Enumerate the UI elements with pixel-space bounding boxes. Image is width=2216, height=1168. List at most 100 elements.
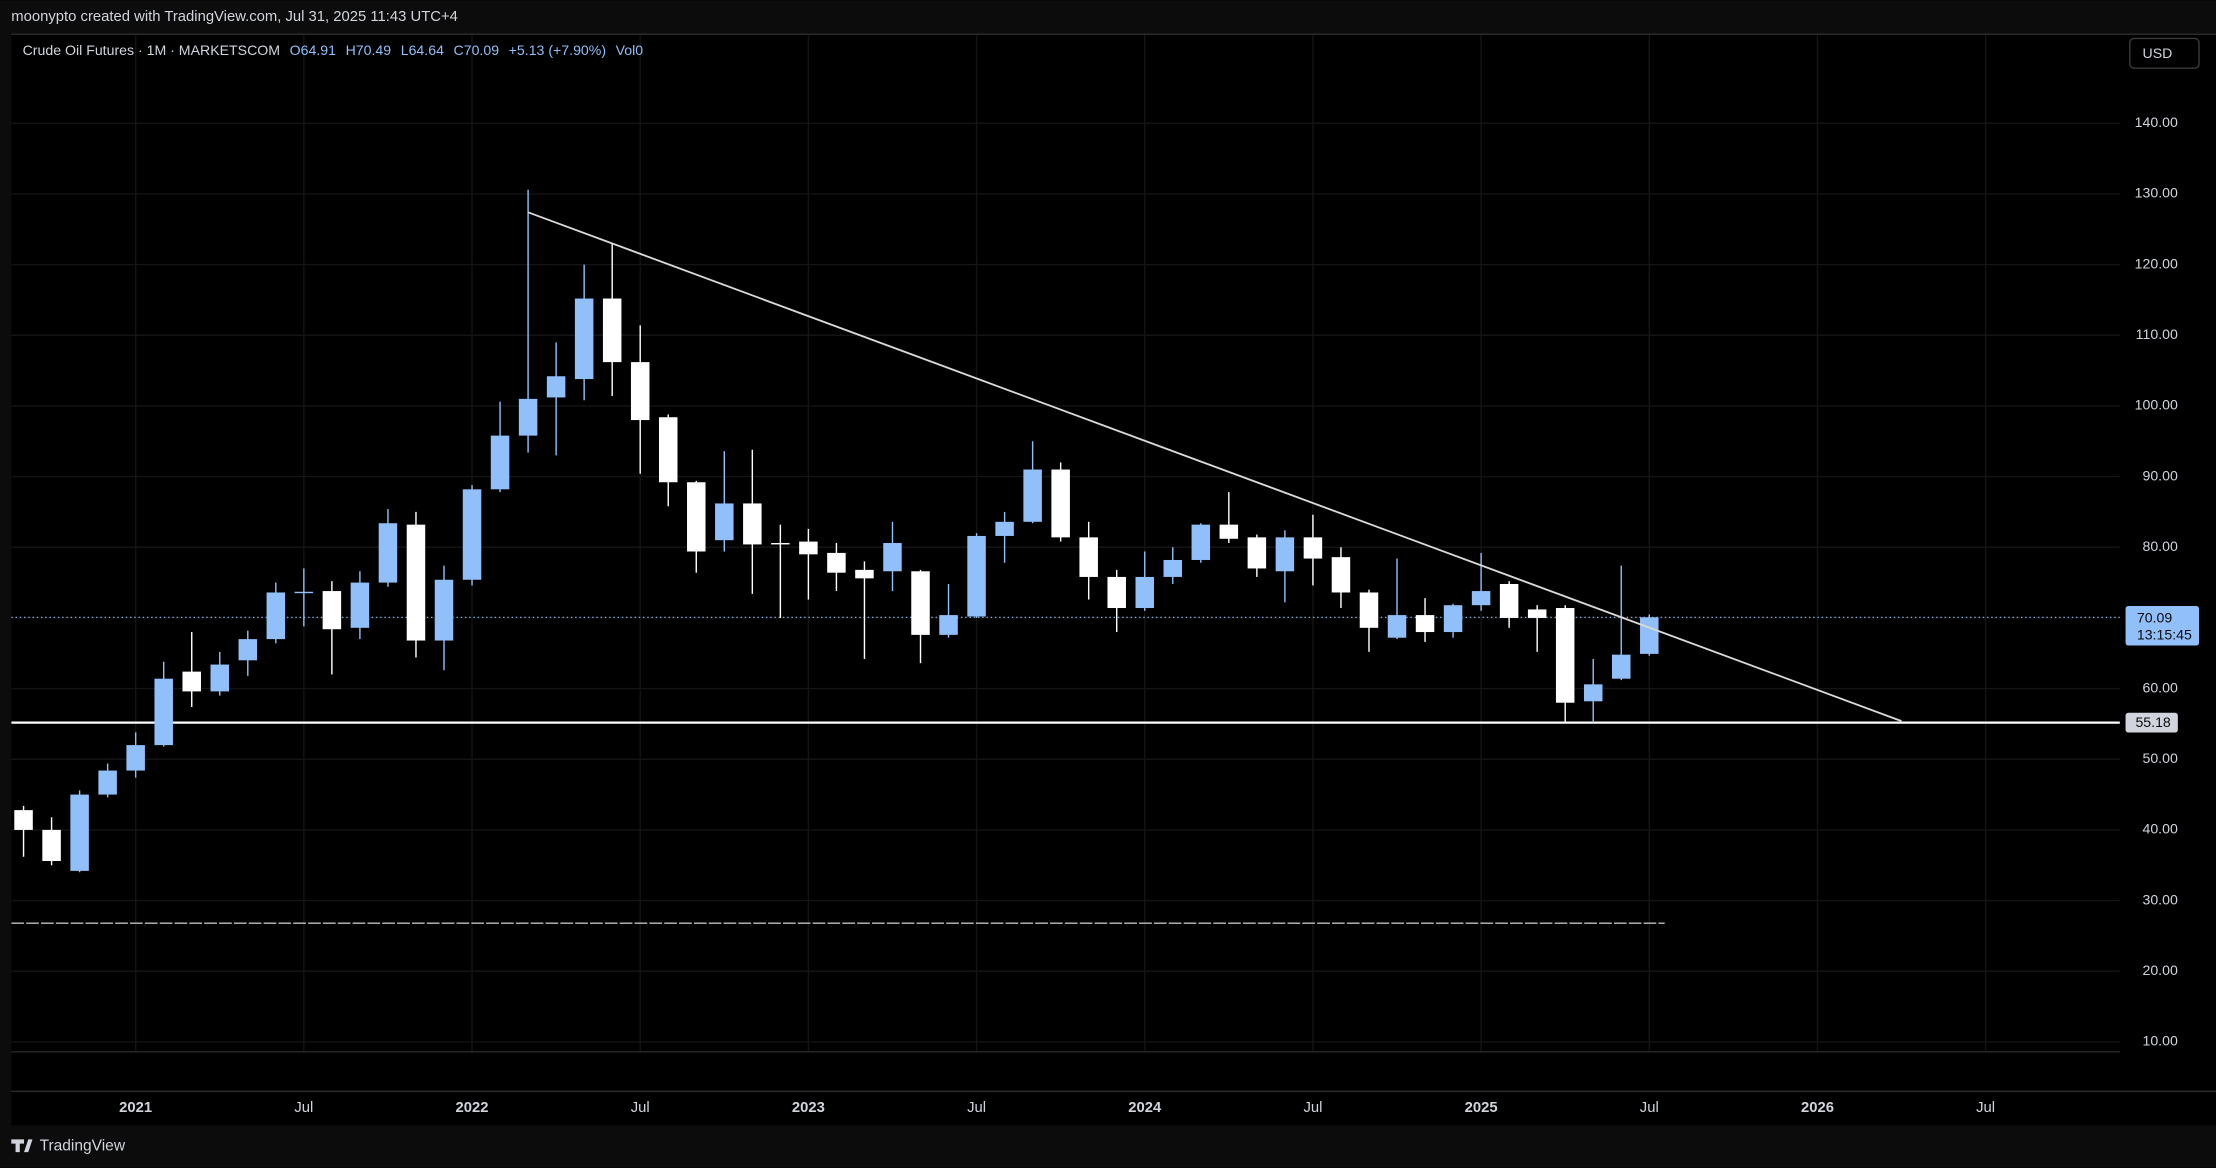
candle bbox=[42, 817, 61, 866]
last-price-tag bbox=[2125, 605, 2200, 646]
y-tick-label: 90.00 bbox=[2142, 467, 2177, 483]
candle bbox=[687, 480, 706, 573]
x-tick-label: 2026 bbox=[1801, 1100, 1834, 1116]
candle-body bbox=[1443, 605, 1463, 633]
candle-body bbox=[883, 543, 902, 572]
candle-body bbox=[771, 543, 790, 545]
candle bbox=[1583, 658, 1603, 723]
currency-button[interactable]: USD bbox=[2129, 37, 2200, 69]
x-tick-label: Jul bbox=[631, 1100, 650, 1116]
candle-body bbox=[827, 552, 846, 573]
candle bbox=[1275, 530, 1295, 603]
candle bbox=[1359, 589, 1379, 652]
axes: 10.0020.0030.0040.0050.0060.0070.0080.00… bbox=[119, 114, 2200, 1116]
candle bbox=[70, 790, 89, 873]
candle-body bbox=[1079, 537, 1098, 577]
y-tick-label: 120.00 bbox=[2135, 255, 2178, 271]
button-label[interactable]: USD bbox=[2143, 45, 2173, 61]
candle-body bbox=[98, 770, 117, 795]
candle-body bbox=[1499, 584, 1519, 618]
candle-body bbox=[995, 521, 1014, 536]
candle bbox=[1471, 552, 1491, 611]
candle-body bbox=[1219, 524, 1239, 539]
candle bbox=[154, 661, 173, 747]
candle-body bbox=[378, 523, 398, 583]
footer-brand: TradingView bbox=[40, 1138, 126, 1155]
candle-body bbox=[294, 591, 314, 594]
candle-body bbox=[518, 398, 538, 436]
candle bbox=[266, 582, 286, 644]
y-tick-label: 130.00 bbox=[2135, 185, 2178, 201]
x-tick-label: 2024 bbox=[1128, 1100, 1162, 1116]
candle bbox=[911, 569, 930, 664]
candle-body bbox=[1023, 469, 1042, 522]
candle-body bbox=[70, 794, 89, 871]
candle-body bbox=[1555, 608, 1575, 703]
last-price-label: 70.09 bbox=[2137, 609, 2172, 625]
candle-body bbox=[322, 591, 342, 630]
candle bbox=[715, 451, 734, 552]
candle-body bbox=[687, 482, 706, 552]
candle-body bbox=[154, 678, 173, 746]
x-tick-label: 2025 bbox=[1465, 1100, 1498, 1116]
candle-body bbox=[406, 524, 426, 641]
x-tick-label: 2021 bbox=[119, 1100, 152, 1116]
candle-body bbox=[1471, 591, 1491, 606]
candle-body bbox=[182, 671, 201, 692]
legend-volume: Vol0 bbox=[616, 42, 644, 58]
candle-body bbox=[1247, 537, 1267, 569]
candle bbox=[1387, 558, 1407, 640]
candle-body bbox=[1359, 592, 1379, 628]
candle-body bbox=[210, 664, 230, 692]
x-tick-label: 2022 bbox=[456, 1100, 489, 1116]
candle bbox=[1107, 569, 1126, 633]
plot bbox=[11, 189, 2120, 924]
candle-body bbox=[855, 569, 874, 579]
candle-body bbox=[350, 582, 370, 628]
candle-body bbox=[1387, 615, 1407, 638]
candle bbox=[574, 264, 594, 401]
candle bbox=[939, 584, 958, 638]
candle bbox=[98, 763, 117, 798]
candle-body bbox=[238, 639, 258, 661]
candle bbox=[126, 732, 145, 778]
candle-body bbox=[1527, 609, 1547, 618]
candle-body bbox=[1612, 654, 1631, 679]
candle bbox=[1247, 534, 1267, 577]
y-tick-label: 40.00 bbox=[2142, 821, 2177, 837]
candle-body bbox=[1303, 537, 1323, 559]
candle bbox=[294, 568, 314, 627]
candle-body bbox=[1415, 615, 1435, 633]
candle-body bbox=[1051, 469, 1070, 538]
candle-body bbox=[1163, 559, 1183, 577]
candle bbox=[1612, 565, 1631, 681]
candle-body bbox=[939, 615, 958, 635]
candle bbox=[350, 571, 370, 640]
candle-body bbox=[1331, 557, 1351, 593]
x-tick-label: Jul bbox=[1303, 1100, 1322, 1116]
x-tick-label: Jul bbox=[294, 1100, 313, 1116]
candle-body bbox=[743, 503, 762, 545]
x-tick-label: Jul bbox=[1976, 1100, 1995, 1116]
candle-body bbox=[911, 571, 930, 635]
candle bbox=[1640, 614, 1659, 656]
header-title: moonypto created with TradingView.com, J… bbox=[11, 9, 458, 25]
y-tick-label: 110.00 bbox=[2136, 326, 2178, 342]
candle bbox=[855, 561, 874, 659]
candle bbox=[602, 243, 622, 397]
y-tick-label: 60.00 bbox=[2142, 679, 2177, 695]
candle bbox=[1331, 547, 1351, 609]
candle-body bbox=[1275, 537, 1295, 572]
candle bbox=[518, 189, 538, 453]
candle bbox=[462, 485, 482, 586]
candle-body bbox=[490, 435, 510, 490]
candle bbox=[658, 414, 678, 507]
candle bbox=[771, 524, 790, 618]
candle bbox=[995, 511, 1014, 563]
candle bbox=[322, 581, 342, 675]
y-tick-label: 20.00 bbox=[2142, 962, 2177, 978]
candle-body bbox=[14, 810, 33, 830]
button-frame[interactable] bbox=[2129, 37, 2200, 69]
y-tick-label: 10.00 bbox=[2142, 1033, 2177, 1049]
candle bbox=[1219, 492, 1239, 544]
